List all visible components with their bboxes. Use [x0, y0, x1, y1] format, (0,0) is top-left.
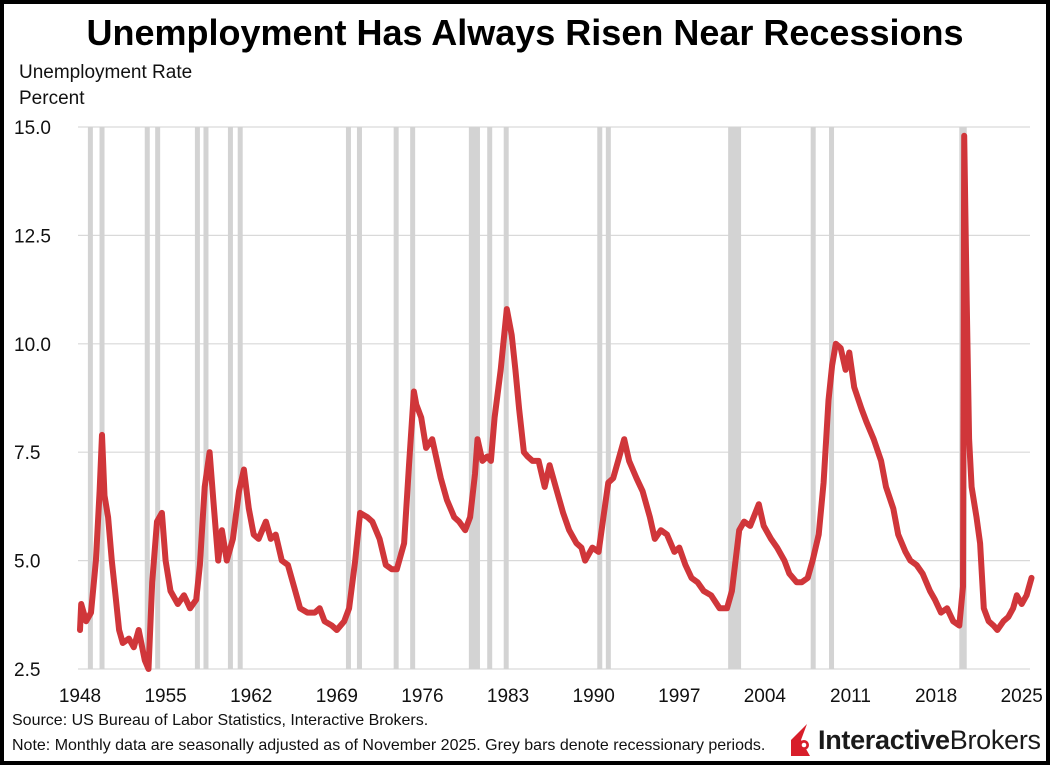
- logo-text-regular: Brokers: [949, 724, 1041, 755]
- x-tick-label: 2018: [915, 686, 957, 707]
- x-tick-label: 2011: [830, 686, 871, 707]
- x-tick-label: 2004: [744, 686, 787, 707]
- x-tick-label: 1969: [316, 686, 358, 707]
- y-tick-label: 15.0: [14, 118, 51, 139]
- x-tick-label: 1948: [59, 686, 101, 707]
- chart-title: Unemployment Has Always Risen Near Reces…: [86, 12, 964, 53]
- recession-bar-end: [356, 127, 362, 669]
- y-tick-label: 5.0: [14, 552, 40, 573]
- recession-bar-start: [810, 127, 816, 669]
- recession-bar-end: [155, 127, 161, 669]
- x-tick-label: 1962: [230, 686, 272, 707]
- recession-bar-start: [345, 127, 351, 669]
- interactive-brokers-logo: InteractiveBrokers: [788, 720, 1041, 760]
- recession-bar: [468, 127, 480, 669]
- unemployment-rate-line: [77, 132, 1035, 672]
- recession-bar-end: [605, 127, 611, 669]
- y-axis-label: Unemployment Rate: [19, 62, 193, 83]
- ib-logo-icon: [791, 724, 810, 756]
- y-axis-unit: Percent: [19, 88, 85, 109]
- y-tick-label: 7.5: [14, 443, 40, 464]
- recession-bar-start: [144, 127, 150, 669]
- logo-text-bold: Interactive: [818, 724, 950, 755]
- y-tick-label: 12.5: [14, 226, 51, 247]
- recession-bar-end: [99, 127, 105, 669]
- x-tick-label: 1976: [401, 686, 443, 707]
- recession-bar-start: [597, 127, 603, 669]
- logo-text: InteractiveBrokers: [818, 725, 1041, 756]
- recession-bar-start: [393, 127, 399, 669]
- y-tick-label: 2.5: [14, 660, 40, 681]
- x-tick-label: 1997: [658, 686, 700, 707]
- recession-bar-end: [237, 127, 243, 669]
- footnote: Note: Monthly data are seasonally adjust…: [12, 737, 766, 754]
- y-tick-label: 10.0: [14, 335, 51, 356]
- x-tick-label: 1983: [487, 686, 529, 707]
- recession-bar-start: [227, 127, 233, 669]
- recession-bar-start: [487, 127, 493, 669]
- x-tick-label: 1955: [144, 686, 186, 707]
- x-tick-label: 2025: [1001, 686, 1043, 707]
- source-note: Source: US Bureau of Labor Statistics, I…: [12, 712, 429, 729]
- recession-bar-end: [203, 127, 209, 669]
- recession-bar-end: [503, 127, 509, 669]
- recession-bar-start: [194, 127, 200, 669]
- x-tick-label: 1990: [573, 686, 615, 707]
- recession-bar-start: [87, 127, 93, 669]
